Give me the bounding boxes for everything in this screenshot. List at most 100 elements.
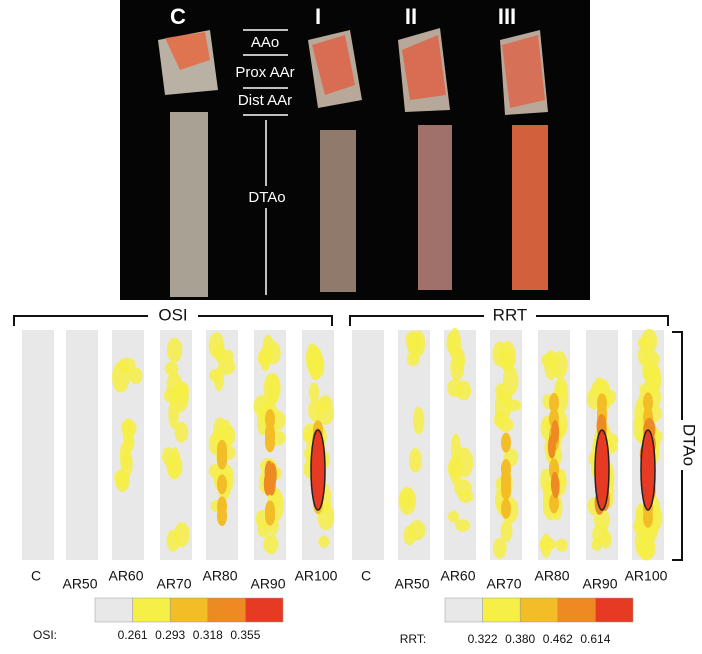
contour-blob <box>169 447 181 479</box>
contour-blob <box>501 459 511 480</box>
label-backdrop <box>676 420 696 470</box>
legend-swatch <box>444 597 483 623</box>
legend-tick-label: 0.293 <box>155 628 185 642</box>
label-backdrop <box>240 186 294 208</box>
contour-blob <box>408 520 426 541</box>
contour-strip <box>253 330 286 560</box>
legend-tick-label: 0.462 <box>543 632 573 646</box>
contour-blob <box>551 420 560 445</box>
legend-swatch <box>245 597 284 623</box>
strip-label: AR80 <box>202 568 237 584</box>
legend-swatch <box>519 597 559 623</box>
contour-blob <box>644 366 655 380</box>
contour-strip <box>632 328 664 561</box>
legend-swatch <box>595 597 634 623</box>
contour-core <box>310 429 326 511</box>
contour-blob <box>265 428 275 449</box>
label-backdrop <box>484 306 536 326</box>
legend-tick-label: 0.318 <box>193 628 223 642</box>
contour-blob <box>217 496 227 517</box>
strip-label: C <box>31 568 41 584</box>
contour-strip <box>112 330 144 560</box>
legend-swatch <box>207 597 246 623</box>
contour-blob <box>128 367 143 385</box>
contour-blob <box>450 353 465 381</box>
rrt-title: RRT <box>493 305 528 324</box>
legend-tick-label: 0.355 <box>230 628 260 642</box>
strip-label: AR90 <box>582 576 617 592</box>
strip-label: AR70 <box>486 576 521 592</box>
contour-strip <box>66 330 98 560</box>
contour-blob <box>454 519 471 532</box>
vessel-stain <box>502 35 545 108</box>
contour-blob <box>551 474 560 499</box>
legend-swatch <box>94 597 133 623</box>
contour-blob <box>454 479 472 498</box>
contour-strip <box>352 330 384 560</box>
vessel-dtao <box>170 112 208 297</box>
contour-blob <box>174 421 189 443</box>
strip-background <box>66 330 98 560</box>
region-label: AAo <box>251 34 279 51</box>
strip-label: AR80 <box>534 568 569 584</box>
contour-strip <box>490 330 522 560</box>
region-label: Dist AAr <box>238 92 292 109</box>
contour-blob <box>492 341 508 367</box>
strip-background <box>22 330 54 560</box>
contour-blob <box>268 462 277 487</box>
vessel-stain <box>402 35 446 100</box>
contour-blob <box>217 449 227 470</box>
contour-blob <box>412 406 425 435</box>
contour-blob <box>501 432 511 453</box>
region-label: Prox AAr <box>235 64 294 81</box>
contour-blob <box>643 392 653 413</box>
contour-blob <box>398 486 417 515</box>
contour-strip <box>538 330 570 560</box>
contour-blob <box>406 352 420 367</box>
contour-blob <box>549 392 559 413</box>
strip-label: AR50 <box>394 576 429 592</box>
contour-blob <box>549 493 559 514</box>
strip-label: AR50 <box>62 576 97 592</box>
contour-blob <box>411 330 426 357</box>
contour-blob <box>637 336 654 349</box>
strip-label: AR100 <box>295 568 338 584</box>
vessel-stain <box>312 35 355 95</box>
strip-label: AR100 <box>625 568 668 584</box>
contour-blob <box>308 382 320 402</box>
contour-blob <box>310 347 323 376</box>
contour-blob <box>502 366 519 396</box>
contour-blob <box>447 510 460 523</box>
contour-blob <box>213 344 226 363</box>
contour-blob <box>409 448 422 473</box>
label-backdrop <box>148 306 198 326</box>
strip-label: AR60 <box>108 568 143 584</box>
contour-blob <box>217 474 227 495</box>
contour-blob <box>318 535 330 548</box>
contour-blob <box>447 379 463 398</box>
vessel-dtao <box>418 125 452 290</box>
contour-blob <box>115 470 130 492</box>
contour-blob <box>500 520 513 542</box>
legend-swatch <box>169 597 209 623</box>
region-label: DTAo <box>248 189 285 206</box>
legend-tick-label: 0.261 <box>118 628 148 642</box>
legend-tick-label: 0.380 <box>505 632 535 646</box>
legend-swatch <box>482 597 521 623</box>
vessel-photos <box>158 28 548 297</box>
strip-label: AR70 <box>156 576 191 592</box>
strip-label: AR90 <box>250 576 285 592</box>
contour-blob <box>317 395 333 411</box>
contour-strip <box>160 330 192 560</box>
contour-blob <box>593 377 606 397</box>
contour-blob <box>265 500 275 521</box>
legend-label: RRT: <box>400 632 426 646</box>
contour-blob <box>213 367 224 392</box>
contour-blob <box>591 538 603 551</box>
contour-blob <box>121 419 137 437</box>
contour-blob <box>173 522 190 548</box>
contour-blob <box>501 498 511 519</box>
contour-core <box>594 429 610 511</box>
vessel-dtao <box>320 130 356 292</box>
contour-blob <box>265 409 275 430</box>
